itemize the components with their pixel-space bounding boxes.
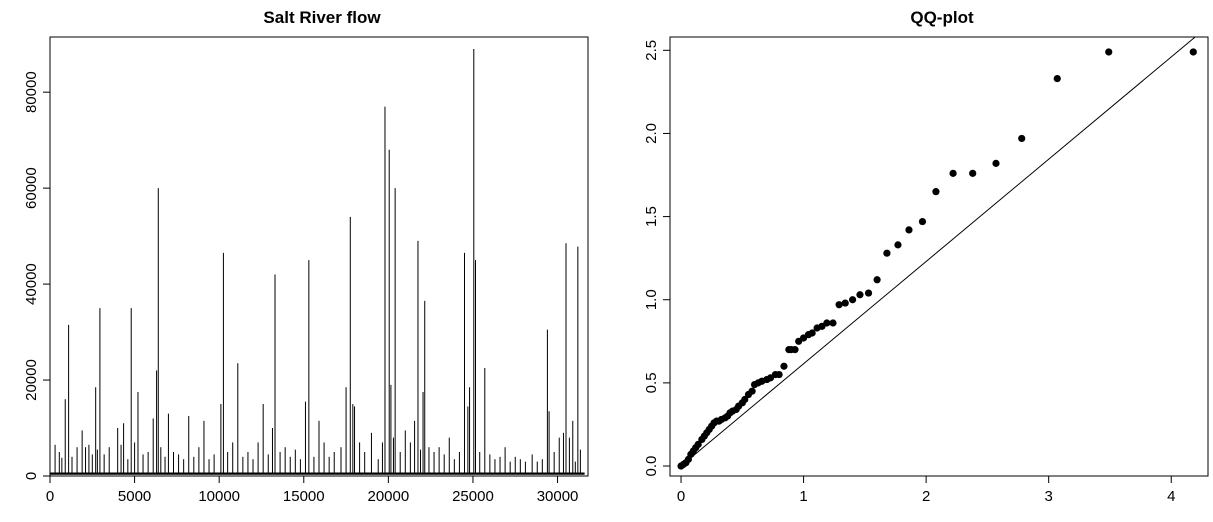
qq-point <box>856 291 864 299</box>
qq-point <box>829 319 837 327</box>
y-tick-label: 20000 <box>23 359 40 401</box>
chart-title: QQ-plot <box>910 8 974 27</box>
y-axis: 0 20000 40000 60000 80000 <box>23 71 51 480</box>
y-tick-label: 0 <box>23 472 40 480</box>
x-tick-label: 4 <box>1167 488 1175 505</box>
qq-points <box>677 48 1197 470</box>
qq-point <box>1018 134 1026 143</box>
qq-point <box>741 395 749 404</box>
qq-point <box>969 169 977 177</box>
x-tick-label: 3 <box>1045 488 1053 505</box>
qq-point <box>1189 48 1197 56</box>
reference-line <box>680 36 1196 467</box>
qq-point <box>841 299 849 307</box>
qq-point <box>918 217 927 226</box>
qq-point <box>780 362 788 370</box>
qq-point <box>775 370 783 379</box>
x-tick-label: 30000 <box>537 488 579 505</box>
qq-point <box>808 329 816 337</box>
plot-frame <box>669 36 1209 477</box>
y-tick-label: 2.5 <box>643 40 660 61</box>
qq-point <box>1053 74 1061 83</box>
x-tick-label: 10000 <box>198 488 240 505</box>
y-tick-label: 0.5 <box>643 372 660 393</box>
qq-point <box>894 241 902 249</box>
qq-point <box>864 289 873 297</box>
x-tick-label: 15000 <box>283 488 325 505</box>
qq-point <box>835 301 843 309</box>
y-tick-label: 0.0 <box>643 456 660 477</box>
x-tick-label: 1 <box>799 488 807 505</box>
qq-point <box>823 319 831 327</box>
qq-point <box>748 387 756 395</box>
y-tick-label: 80000 <box>23 71 40 113</box>
qq-point <box>791 346 799 354</box>
qq-point <box>1105 48 1113 56</box>
y-tick-label: 1.5 <box>643 206 660 227</box>
salt-river-flow-chart: Salt River flow 0 5000 10000 15000 20000 2500… <box>23 8 589 505</box>
qq-point <box>883 249 891 257</box>
qq-point <box>932 188 940 196</box>
y-tick-label: 40000 <box>23 263 40 305</box>
flow-series <box>50 48 585 475</box>
reference-line-layer <box>680 36 1196 467</box>
qq-point <box>905 226 913 234</box>
qq-point <box>694 440 702 449</box>
qq-point <box>949 169 957 177</box>
qq-point <box>873 276 881 284</box>
qq-plot-chart: QQ-plot 0 1 2 3 4 0.0 0.5 1.0 1.5 2.0 2.5 <box>643 8 1209 505</box>
x-axis: 0 1 2 3 4 <box>677 475 1175 505</box>
qq-point <box>849 296 857 304</box>
y-tick-label: 60000 <box>23 167 40 209</box>
x-tick-label: 0 <box>677 488 685 505</box>
x-tick-label: 0 <box>46 488 54 505</box>
chart-title: Salt River flow <box>263 8 381 27</box>
y-axis: 0.0 0.5 1.0 1.5 2.0 2.5 <box>643 40 671 477</box>
x-tick-label: 25000 <box>452 488 494 505</box>
plot-frame <box>49 36 589 477</box>
x-tick-label: 20000 <box>368 488 410 505</box>
qq-point <box>992 159 1000 167</box>
x-tick-label: 5000 <box>118 488 151 505</box>
y-tick-label: 1.0 <box>643 289 660 310</box>
x-axis: 0 5000 10000 15000 20000 25000 30000 <box>46 475 579 505</box>
x-tick-label: 2 <box>922 488 930 505</box>
y-tick-label: 2.0 <box>643 123 660 144</box>
